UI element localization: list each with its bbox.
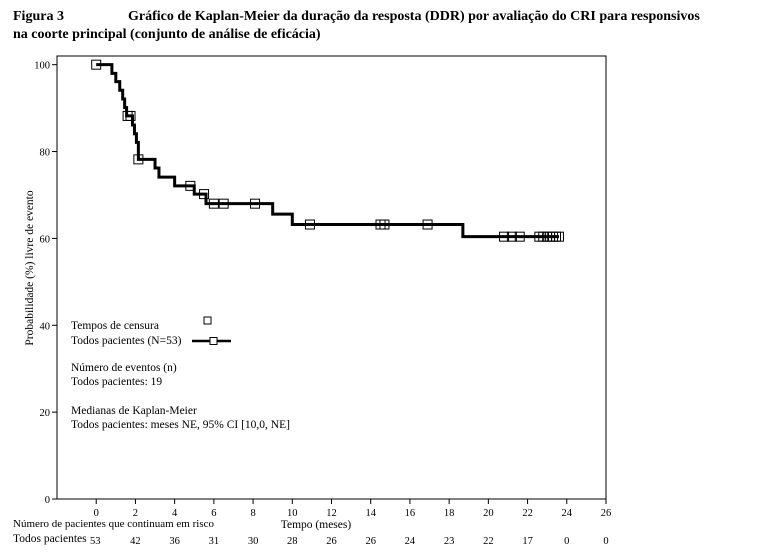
y-axis: 0 20 40 60 80 100 [34, 61, 57, 506]
legend-median-title: Medianas de Kaplan-Meier [71, 405, 197, 417]
x-tick-label: 16 [405, 508, 416, 519]
risk-value: 17 [522, 536, 533, 547]
legend-events-title: Número de eventos (n) [71, 362, 177, 374]
x-tick-label: 6 [211, 508, 216, 519]
censor-mark [218, 198, 229, 209]
x-axis-label: Tempo (meses) [281, 519, 352, 531]
legend-censor-symbol [203, 316, 212, 325]
risk-value: 0 [603, 536, 608, 547]
censor-mark [91, 59, 102, 70]
y-tick-label: 60 [40, 234, 51, 245]
x-tick-label: 26 [601, 508, 612, 519]
censor-mark [199, 189, 210, 200]
x-axis: 0 2 4 6 8 10 12 14 16 18 20 22 24 26 [94, 499, 612, 519]
risk-value: 26 [326, 536, 337, 547]
risk-value: 0 [564, 536, 569, 547]
censor-marks [91, 59, 564, 242]
figure-title-line1: Gráfico de Kaplan-Meier da duração da re… [128, 9, 700, 24]
censor-mark [553, 231, 564, 242]
legend-censor-label: Tempos de censura [71, 320, 159, 332]
figure-heading: Figura 3 Gráfico de Kaplan-Meier da duraç… [13, 8, 773, 44]
legend-median-value: Todos pacientes: meses NE, 95% CI [10,0,… [71, 419, 290, 431]
legend-events-value: Todos pacientes: 19 [71, 376, 163, 388]
y-tick-label: 80 [40, 148, 51, 159]
censor-mark [185, 180, 196, 191]
censor-mark [379, 219, 390, 230]
risk-values: 53 42 36 31 30 28 26 26 24 23 22 17 0 0 [90, 536, 609, 547]
risk-value: 23 [444, 536, 455, 547]
y-tick-label: 40 [40, 321, 51, 332]
risk-value: 53 [90, 536, 101, 547]
x-tick-label: 0 [94, 508, 99, 519]
risk-value: 31 [209, 536, 220, 547]
x-tick-label: 18 [444, 508, 455, 519]
censor-mark [506, 231, 517, 242]
x-tick-label: 8 [250, 508, 255, 519]
censor-mark [514, 231, 525, 242]
y-axis-label: Probabilidade (%) livre de evento [24, 190, 36, 345]
risk-value: 30 [248, 536, 259, 547]
km-step-line [96, 63, 559, 239]
y-tick-label: 0 [45, 495, 50, 506]
censor-mark [125, 110, 136, 121]
risk-table-row-label: Todos pacientes [13, 533, 87, 545]
legend-series-label: Todos pacientes (N=53) [71, 335, 182, 347]
risk-value: 42 [130, 536, 141, 547]
figure-title-line2: na coorte principal (conjunto de análise… [13, 27, 321, 42]
x-tick-label: 14 [365, 508, 376, 519]
censor-mark [499, 231, 510, 242]
y-tick-label: 20 [40, 408, 51, 419]
x-tick-label: 4 [172, 508, 178, 519]
y-tick-label: 100 [34, 61, 50, 72]
risk-table-header: Número de pacientes que continuam em ris… [13, 518, 214, 530]
x-tick-label: 2 [133, 508, 138, 519]
risk-value: 22 [483, 536, 494, 547]
figure-label: Figura 3 [13, 9, 64, 24]
risk-value: 28 [287, 536, 298, 547]
censor-mark [133, 154, 144, 165]
censor-mark [208, 198, 219, 209]
risk-value: 26 [365, 536, 376, 547]
legend-series-marker [209, 337, 218, 345]
censor-mark [304, 219, 315, 230]
risk-value: 24 [405, 536, 416, 547]
risk-value: 36 [169, 536, 180, 547]
x-tick-label: 10 [287, 508, 298, 519]
x-tick-label: 24 [562, 508, 573, 519]
censor-mark [422, 219, 433, 230]
km-curve [96, 63, 559, 239]
x-tick-label: 20 [483, 508, 494, 519]
x-tick-label: 12 [326, 508, 337, 519]
censor-mark [250, 198, 261, 209]
x-tick-label: 22 [522, 508, 533, 519]
